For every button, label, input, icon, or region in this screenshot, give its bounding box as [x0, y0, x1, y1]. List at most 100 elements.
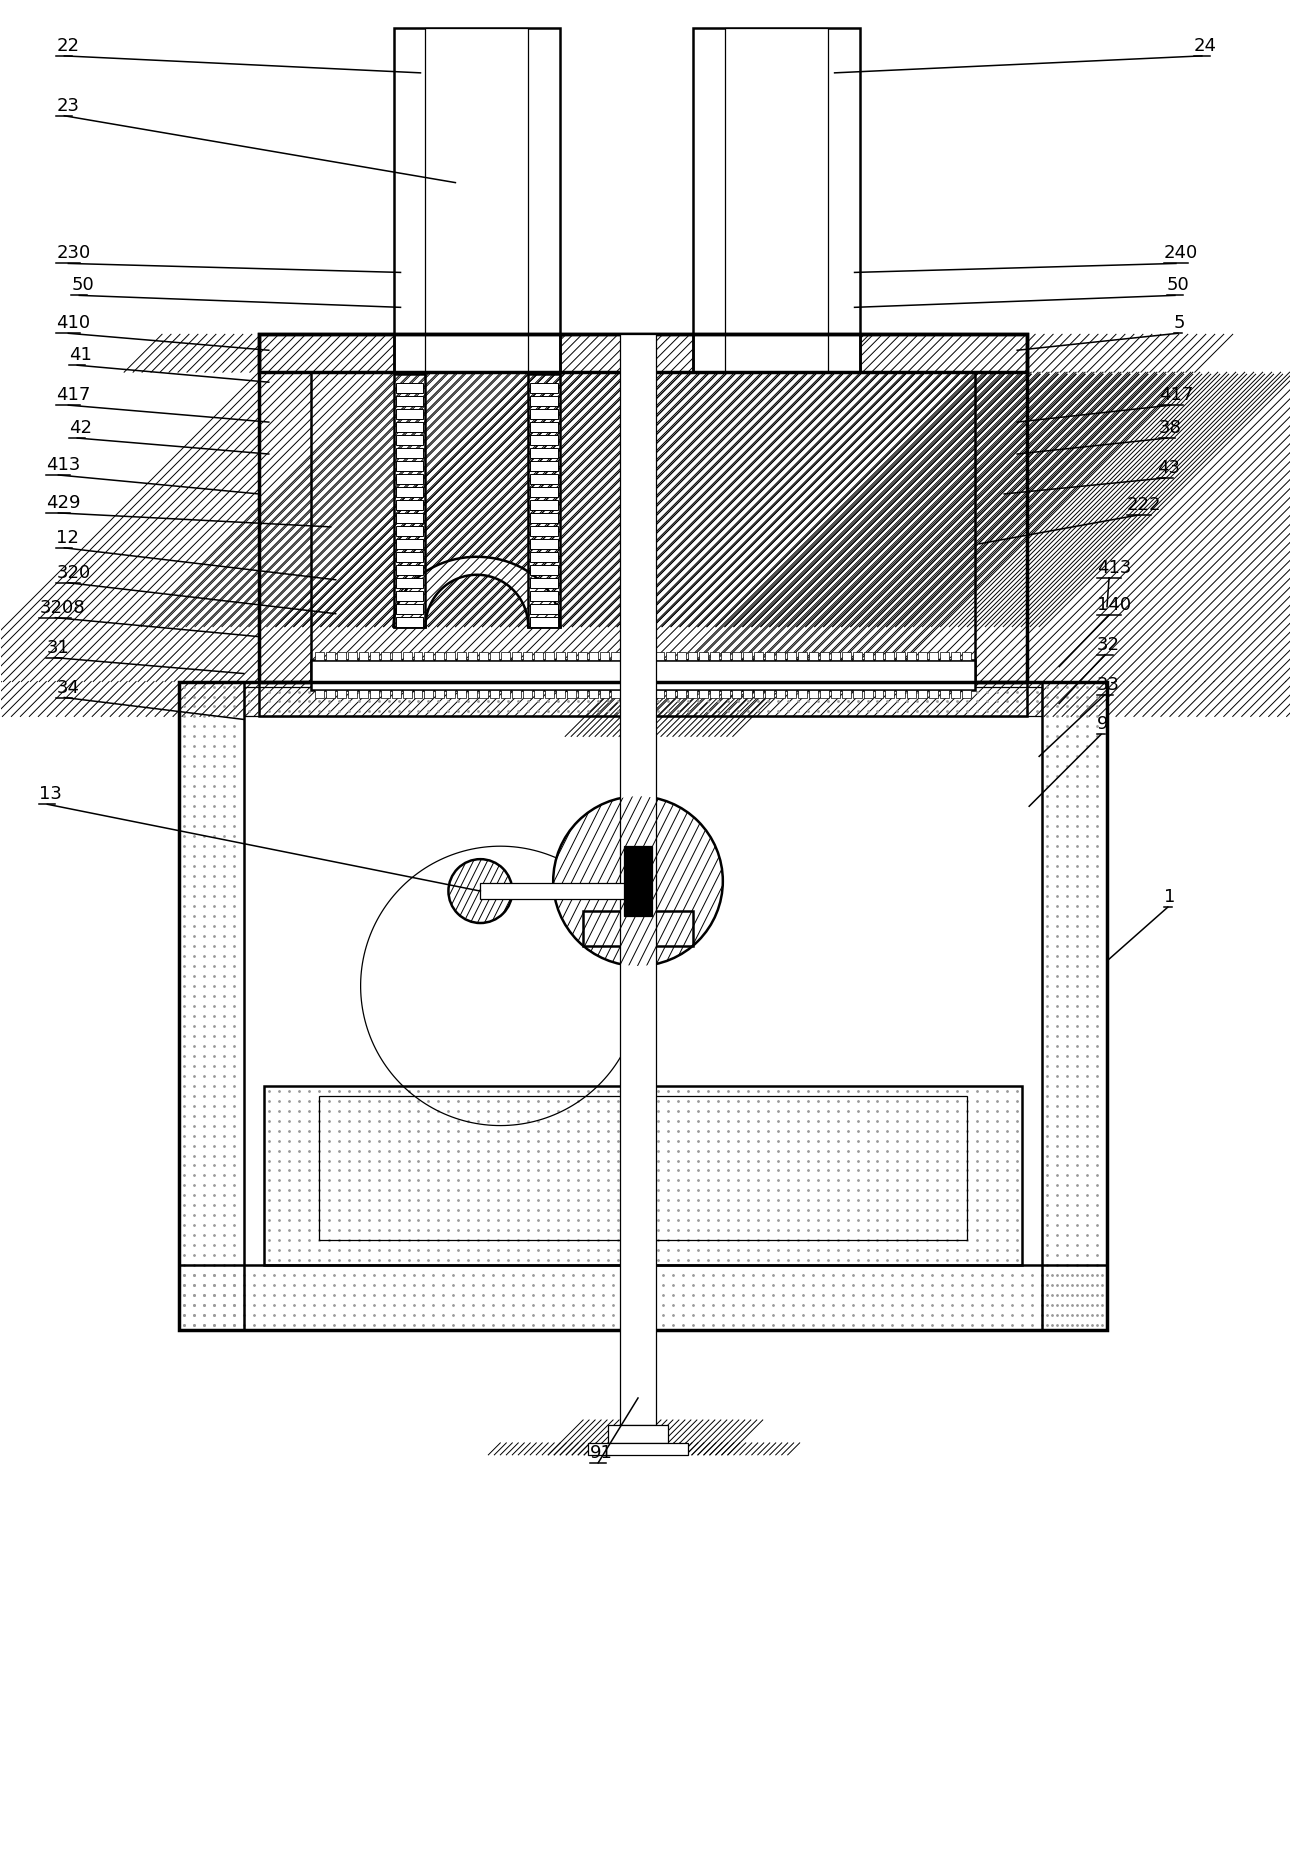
- Bar: [620, 681, 656, 737]
- Bar: [403, 690, 412, 698]
- Text: 13: 13: [39, 785, 62, 804]
- Bar: [531, 449, 558, 458]
- Text: 42: 42: [70, 419, 92, 437]
- Bar: [395, 501, 423, 510]
- Bar: [798, 690, 807, 698]
- Bar: [589, 651, 598, 659]
- Text: 1: 1: [1164, 888, 1175, 906]
- Text: 140: 140: [1097, 596, 1131, 614]
- Bar: [531, 514, 558, 523]
- Bar: [531, 564, 558, 575]
- Bar: [742, 651, 751, 659]
- Bar: [395, 553, 423, 562]
- Bar: [337, 690, 346, 698]
- Bar: [501, 651, 510, 659]
- Bar: [447, 690, 456, 698]
- Text: 417: 417: [57, 385, 90, 404]
- Bar: [608, 1426, 667, 1442]
- Text: 9: 9: [1097, 715, 1109, 733]
- Bar: [808, 651, 817, 659]
- Text: 320: 320: [57, 564, 90, 582]
- Bar: [479, 690, 488, 698]
- Bar: [820, 651, 829, 659]
- Bar: [325, 690, 334, 698]
- Bar: [622, 690, 631, 698]
- Bar: [896, 651, 905, 659]
- Bar: [975, 372, 1028, 681]
- Bar: [908, 651, 917, 659]
- Bar: [513, 690, 522, 698]
- Text: 413: 413: [1097, 558, 1131, 577]
- Bar: [395, 449, 423, 458]
- Bar: [531, 422, 558, 432]
- Bar: [480, 884, 638, 899]
- Bar: [940, 690, 949, 698]
- Text: 34: 34: [57, 679, 79, 696]
- Bar: [1042, 681, 1106, 1331]
- Bar: [531, 616, 558, 627]
- Bar: [864, 690, 873, 698]
- Bar: [776, 690, 785, 698]
- Bar: [896, 690, 905, 698]
- Bar: [655, 690, 664, 698]
- Bar: [732, 651, 741, 659]
- Bar: [491, 651, 500, 659]
- Bar: [513, 651, 522, 659]
- Bar: [567, 651, 576, 659]
- Bar: [395, 616, 423, 627]
- Bar: [560, 335, 693, 372]
- Bar: [764, 651, 773, 659]
- Bar: [531, 540, 558, 549]
- Bar: [633, 690, 642, 698]
- Polygon shape: [394, 556, 560, 627]
- Text: 33: 33: [1097, 676, 1121, 694]
- Bar: [545, 651, 554, 659]
- Bar: [531, 501, 558, 510]
- Bar: [676, 651, 686, 659]
- Bar: [852, 651, 861, 659]
- Bar: [531, 590, 558, 601]
- Bar: [391, 651, 400, 659]
- Text: 50: 50: [71, 277, 94, 294]
- Bar: [179, 681, 1106, 1331]
- Bar: [258, 372, 311, 681]
- Bar: [395, 422, 423, 432]
- Bar: [531, 409, 558, 419]
- Bar: [395, 527, 423, 536]
- Bar: [930, 651, 939, 659]
- Bar: [798, 651, 807, 659]
- Bar: [545, 690, 554, 698]
- Bar: [258, 335, 1028, 681]
- Bar: [644, 690, 653, 698]
- Bar: [531, 475, 558, 484]
- Bar: [951, 690, 961, 698]
- Bar: [337, 651, 346, 659]
- Bar: [394, 374, 426, 627]
- Text: 410: 410: [57, 315, 90, 333]
- Bar: [258, 681, 1028, 716]
- Bar: [600, 690, 609, 698]
- Text: 230: 230: [57, 244, 90, 262]
- Bar: [608, 1420, 667, 1455]
- Bar: [764, 690, 773, 698]
- Bar: [457, 651, 466, 659]
- Bar: [874, 651, 883, 659]
- Bar: [531, 527, 558, 536]
- Bar: [447, 651, 456, 659]
- Bar: [732, 690, 741, 698]
- Bar: [359, 651, 368, 659]
- Bar: [457, 690, 466, 698]
- Bar: [589, 1442, 688, 1455]
- Bar: [724, 28, 828, 372]
- Text: 417: 417: [1159, 385, 1193, 404]
- Bar: [469, 651, 478, 659]
- Circle shape: [448, 860, 513, 923]
- Bar: [179, 681, 244, 1331]
- Bar: [395, 409, 423, 419]
- Bar: [258, 335, 1028, 372]
- Bar: [666, 651, 675, 659]
- Bar: [534, 651, 544, 659]
- Bar: [698, 690, 707, 698]
- Bar: [589, 690, 598, 698]
- Bar: [622, 651, 631, 659]
